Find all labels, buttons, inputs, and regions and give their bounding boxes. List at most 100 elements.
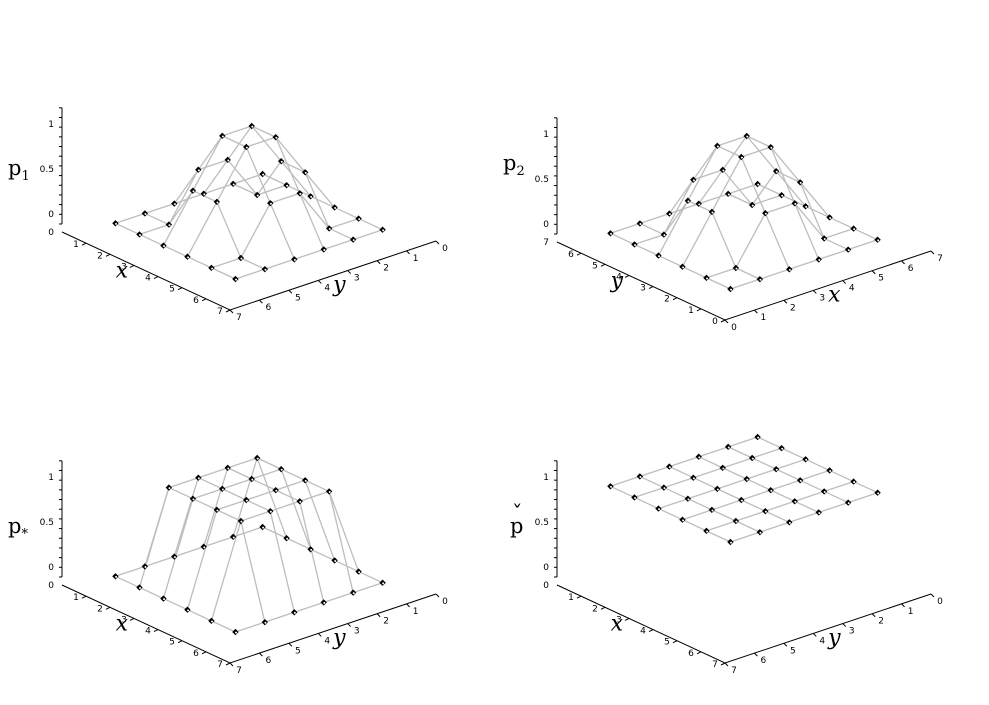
left-edge-tick-label: 6 <box>688 649 694 659</box>
wire-segment <box>222 488 247 501</box>
wire-segment <box>192 488 223 500</box>
left-edge-tick-label: 5 <box>169 638 175 648</box>
surface-point-highlight <box>256 194 259 197</box>
surface-point-highlight <box>352 239 355 242</box>
wire-segment <box>256 457 282 470</box>
z-tick-label: 1 <box>543 473 549 483</box>
wire-segment <box>240 257 266 270</box>
left-axis-label: y <box>610 268 624 293</box>
surface-wireframe <box>115 457 383 633</box>
surface-point-highlight <box>235 631 238 634</box>
right-edge-tick <box>376 613 381 618</box>
wire-segment <box>264 611 295 623</box>
wire-segment <box>634 243 659 257</box>
surface-point-highlight <box>805 205 808 208</box>
surface-point-highlight <box>698 456 701 459</box>
wire-segment <box>775 468 801 481</box>
wire-segment <box>757 436 782 449</box>
wire-segment <box>232 526 263 538</box>
left-edge-tick-label: 6 <box>193 649 199 659</box>
surface-point-highlight <box>751 457 754 460</box>
wire-segment <box>727 183 758 195</box>
left-edge-tick <box>720 662 726 666</box>
surface-point-highlight <box>139 587 142 590</box>
wire-segment <box>789 258 819 270</box>
surface-points <box>607 433 881 546</box>
wire-segment <box>280 468 306 481</box>
wire-segment <box>853 480 878 494</box>
surface-point-highlight <box>706 530 709 533</box>
surface-point-highlight <box>759 278 762 281</box>
wire-segment <box>730 278 761 290</box>
wire-segment <box>711 156 742 213</box>
wire-segment <box>211 267 236 280</box>
wire-segment <box>168 169 199 225</box>
left-edge-tick-label: 1 <box>568 593 574 603</box>
right-edge-tick <box>229 662 234 667</box>
wire-segment <box>138 487 170 588</box>
wire-segment <box>232 183 258 196</box>
surface-point-highlight <box>262 526 265 529</box>
surface-point-highlight <box>299 192 302 195</box>
right-edge-tick-label: 5 <box>878 274 884 284</box>
left-edge-tick <box>600 263 606 267</box>
wire-segment <box>168 477 199 489</box>
surface-point-highlight <box>352 592 355 595</box>
wire-segment <box>144 202 175 215</box>
wire-segment <box>669 456 699 468</box>
wire-segment <box>256 457 288 539</box>
surface-point-highlight <box>235 278 238 281</box>
wire-segment <box>139 586 164 600</box>
wire-segment <box>727 193 753 206</box>
wire-segment <box>227 467 252 480</box>
surface-point-highlight <box>746 478 749 481</box>
left-edge-tick <box>177 287 183 291</box>
wire-segment <box>639 222 665 236</box>
right-axis-label: y <box>332 625 346 650</box>
right-axis-label: y <box>332 272 346 297</box>
left-edge-tick <box>105 606 111 610</box>
wire-segment <box>775 170 807 207</box>
right-edge-tick <box>724 662 729 667</box>
wire-segment <box>174 546 204 558</box>
right-edge-tick-label: 5 <box>295 293 301 303</box>
wire-segment <box>717 135 747 147</box>
right-edge-tick <box>259 652 263 657</box>
surface-point-highlight <box>634 497 637 500</box>
right-edge-tick <box>259 299 263 304</box>
wire-segment <box>280 468 312 550</box>
wire-segment <box>794 490 825 502</box>
wire-segment <box>735 510 766 522</box>
wire-segment <box>789 511 819 523</box>
surface-point-highlight <box>727 446 730 449</box>
surface-point-highlight <box>262 173 265 176</box>
wire-segment <box>310 195 335 209</box>
left-edge-tick-label: 3 <box>121 262 127 272</box>
wire-segment <box>706 277 731 290</box>
surface-point-highlight <box>799 479 802 482</box>
wire-segment <box>706 267 737 279</box>
surface-point-highlight <box>853 481 856 484</box>
surface-point-highlight <box>211 267 214 270</box>
surface-point-highlight <box>711 509 714 512</box>
right-edge-tick-label: 3 <box>354 274 360 284</box>
wire-segment <box>735 212 766 269</box>
wire-segment <box>799 181 831 218</box>
wire-segment <box>717 478 747 490</box>
right-edge-tick-label: 7 <box>937 254 943 264</box>
surface-point-highlight <box>716 145 719 148</box>
surface-point-highlight <box>722 467 725 470</box>
wire-segment <box>227 159 258 196</box>
surface-point-highlight <box>740 156 743 159</box>
surface-point-highlight <box>168 224 171 227</box>
wire-segment <box>216 509 242 522</box>
surface-point-highlight <box>192 498 195 501</box>
surface-point-highlight <box>716 488 719 491</box>
z-tick-label: 0 <box>543 563 549 573</box>
left-edge-tick <box>153 629 159 633</box>
wire-segment <box>163 597 188 611</box>
surface-points <box>607 132 881 293</box>
surface-point-highlight <box>794 500 797 503</box>
surface-point-highlight <box>775 468 778 471</box>
left-edge-tick <box>672 640 678 644</box>
